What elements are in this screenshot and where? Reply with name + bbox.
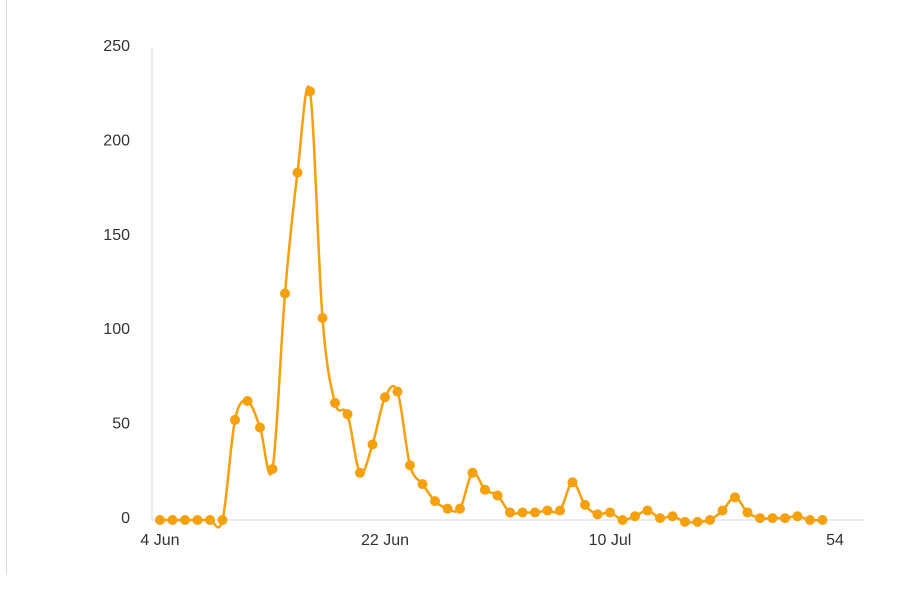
data-point bbox=[267, 464, 278, 475]
data-point bbox=[780, 513, 790, 524]
data-point bbox=[580, 499, 590, 510]
data-point bbox=[642, 505, 653, 516]
data-point bbox=[330, 397, 340, 408]
data-point bbox=[155, 515, 165, 525]
x-tick-label: 4 Jun bbox=[140, 532, 179, 549]
data-point bbox=[630, 511, 640, 522]
data-point bbox=[755, 513, 765, 524]
y-tick-labels: 0 50 100 150 200 250 bbox=[103, 38, 130, 527]
x-tick-label: 54 bbox=[826, 532, 844, 549]
data-point bbox=[230, 414, 240, 425]
data-point bbox=[442, 503, 453, 514]
data-point bbox=[705, 515, 715, 525]
data-point bbox=[180, 515, 190, 525]
data-point bbox=[305, 86, 315, 97]
data-point bbox=[342, 409, 353, 420]
data-point bbox=[167, 515, 178, 525]
data-point bbox=[817, 515, 828, 525]
data-point bbox=[680, 516, 690, 527]
series-line bbox=[158, 85, 824, 529]
data-point bbox=[742, 507, 753, 518]
data-point bbox=[605, 507, 615, 518]
data-point bbox=[592, 509, 603, 520]
data-point bbox=[192, 515, 203, 525]
data-point bbox=[205, 515, 215, 525]
data-point bbox=[767, 513, 778, 524]
data-points bbox=[155, 86, 828, 527]
y-tick-label: 250 bbox=[103, 38, 130, 55]
y-tick-label: 0 bbox=[121, 510, 130, 527]
data-point bbox=[355, 467, 365, 478]
y-tick-label: 200 bbox=[103, 132, 130, 149]
data-point bbox=[430, 496, 440, 507]
data-point bbox=[692, 516, 703, 527]
data-point bbox=[530, 507, 540, 518]
data-point bbox=[455, 503, 465, 514]
data-point bbox=[217, 515, 228, 525]
data-point bbox=[805, 515, 815, 525]
data-point bbox=[417, 479, 428, 490]
x-tick-label: 10 Jul bbox=[589, 532, 632, 549]
data-point bbox=[467, 467, 478, 478]
data-point bbox=[280, 288, 290, 299]
data-point bbox=[492, 490, 503, 501]
data-point bbox=[317, 312, 328, 323]
chart-frame-left-border bbox=[6, 0, 7, 575]
y-tick-label: 100 bbox=[103, 321, 130, 338]
data-point bbox=[567, 477, 578, 488]
data-point bbox=[505, 507, 515, 518]
data-point bbox=[517, 507, 528, 518]
data-point bbox=[367, 439, 378, 450]
data-point bbox=[405, 460, 415, 471]
data-point bbox=[667, 511, 678, 522]
data-point bbox=[380, 392, 390, 403]
data-point bbox=[255, 422, 265, 433]
data-point bbox=[242, 396, 253, 407]
data-point bbox=[480, 484, 490, 495]
data-point bbox=[792, 511, 803, 522]
data-point bbox=[617, 515, 628, 525]
x-tick-labels: 4 Jun 22 Jun 10 Jul 54 bbox=[140, 532, 844, 549]
data-point bbox=[555, 505, 565, 516]
data-point bbox=[292, 167, 303, 178]
data-point bbox=[717, 505, 728, 516]
y-tick-label: 50 bbox=[112, 416, 130, 433]
data-point bbox=[392, 386, 403, 397]
x-tick-label: 22 Jun bbox=[361, 532, 409, 549]
data-point bbox=[730, 492, 740, 503]
data-point bbox=[655, 513, 665, 524]
y-tick-label: 150 bbox=[103, 227, 130, 244]
data-point bbox=[542, 505, 553, 516]
